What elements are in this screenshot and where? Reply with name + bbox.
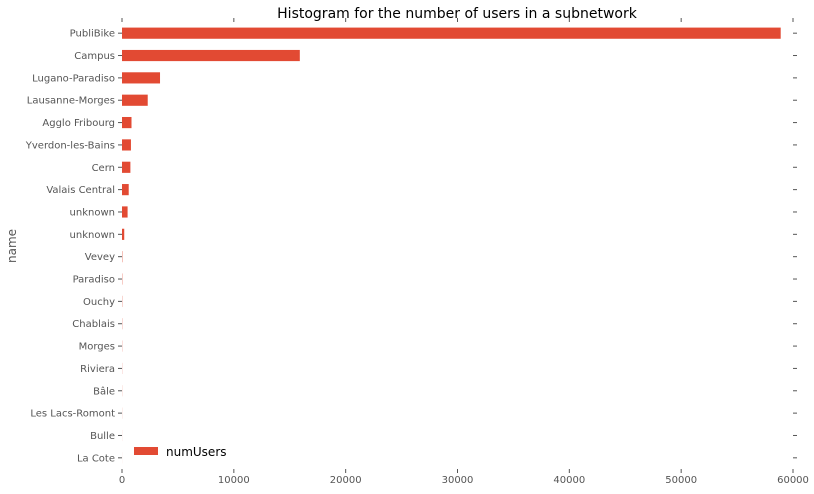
x-tick-label: 10000 <box>218 475 250 486</box>
category-label: Agglo Fribourg <box>42 118 115 129</box>
legend: numUsers <box>134 445 227 459</box>
category-label: Les Lacs-Romont <box>30 409 115 420</box>
bar <box>122 228 125 240</box>
category-label: Lausanne-Morges <box>27 96 115 107</box>
category-label: unknown <box>70 207 115 218</box>
category-label: Bâle <box>93 385 115 397</box>
category-label: Yverdon-les-Bains <box>25 140 115 151</box>
category-label: La Cote <box>77 453 115 464</box>
y-axis-label: name <box>5 229 19 263</box>
legend-swatch <box>134 447 158 455</box>
bar <box>122 206 128 218</box>
x-tick-label: 0 <box>119 475 125 486</box>
category-label: Ouchy <box>83 297 115 308</box>
category-label: Paradiso <box>73 275 115 286</box>
x-tick-label: 30000 <box>442 475 474 486</box>
category-label: Morges <box>79 342 115 353</box>
x-tick-label: 50000 <box>665 475 697 486</box>
category-label: Bulle <box>90 431 115 442</box>
bar <box>122 161 131 173</box>
bar <box>122 72 161 84</box>
bars-layer <box>122 27 781 464</box>
category-label: unknown <box>70 230 115 241</box>
category-label: Campus <box>74 51 115 62</box>
category-label: Riviera <box>80 364 115 375</box>
bar <box>122 184 129 196</box>
x-tick-label: 20000 <box>330 475 362 486</box>
bar <box>122 49 300 62</box>
category-label: PubliBike <box>70 29 115 40</box>
labels-layer: 0 10000 20000 30000 40000 50000 60000 PubliBike… <box>25 29 809 486</box>
bar <box>122 27 781 39</box>
bar <box>122 94 148 106</box>
bar <box>122 116 132 129</box>
bar <box>122 139 131 151</box>
category-label: Valais Central <box>46 185 115 196</box>
x-tick-label: 40000 <box>553 475 585 486</box>
ticks-layer <box>118 18 797 473</box>
category-label: Cern <box>92 163 115 174</box>
chart-title: Histogram for the number of users in a s… <box>277 6 638 22</box>
category-label: Vevey <box>85 252 115 263</box>
x-tick-label: 60000 <box>777 475 809 486</box>
legend-label: numUsers <box>166 445 227 459</box>
category-label: Lugano-Paradiso <box>32 73 115 84</box>
category-label: Chablais <box>72 319 115 330</box>
